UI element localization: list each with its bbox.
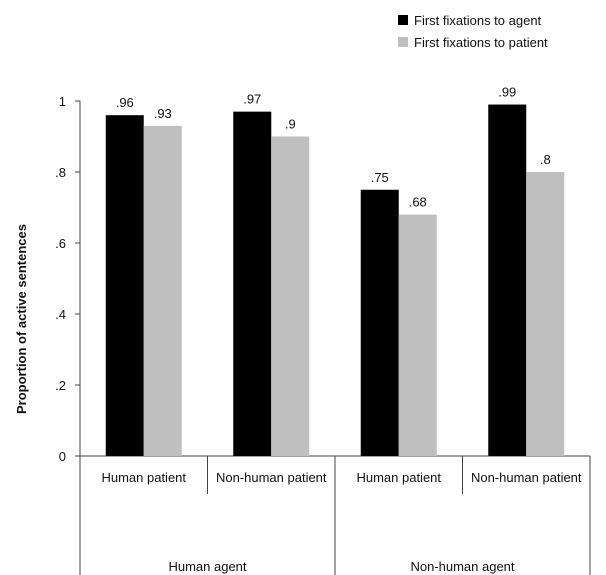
bar <box>488 104 527 457</box>
axes: 0 .2 .4 .6 .8 1 Human patient Non-human patient… <box>55 94 591 575</box>
x-tick-label: Non-human patient <box>216 470 327 485</box>
data-label: .97 <box>243 92 261 107</box>
data-label: .9 <box>285 117 296 132</box>
y-tick-label: .6 <box>55 236 66 251</box>
bar <box>233 111 272 457</box>
data-label: .96 <box>116 95 134 110</box>
bar <box>526 172 565 456</box>
bar <box>360 189 399 456</box>
x-group-label: Non-human agent <box>410 559 514 574</box>
x-tick-label: Non-human patient <box>471 470 582 485</box>
legend-swatch <box>398 15 408 25</box>
bar <box>105 115 144 456</box>
y-tick-label: 1 <box>59 94 66 109</box>
data-label: .99 <box>498 85 516 100</box>
bar <box>143 125 182 456</box>
data-label: .93 <box>154 106 172 121</box>
y-tick-label: .4 <box>55 307 66 322</box>
x-tick-label: Human patient <box>101 470 186 485</box>
x-tick-label: Human patient <box>356 470 441 485</box>
y-tick-label: 0 <box>59 449 66 464</box>
x-group-label: Human agent <box>168 559 246 574</box>
legend: First fixations to agent First fixations … <box>398 13 548 50</box>
data-label: .68 <box>409 195 427 210</box>
bar <box>398 214 437 456</box>
data-label: .75 <box>371 170 389 185</box>
legend-label: First fixations to patient <box>414 35 548 50</box>
bars: .96 .97 .75 .99 .93 .9 .68 .8 <box>105 85 565 457</box>
y-tick-label: .8 <box>55 165 66 180</box>
legend-swatch <box>398 37 408 47</box>
y-axis-title: Proportion of active sentences <box>14 224 29 414</box>
legend-label: First fixations to agent <box>414 13 542 28</box>
bar <box>271 136 310 456</box>
y-tick-label: .2 <box>55 378 66 393</box>
data-label: .8 <box>540 152 551 167</box>
